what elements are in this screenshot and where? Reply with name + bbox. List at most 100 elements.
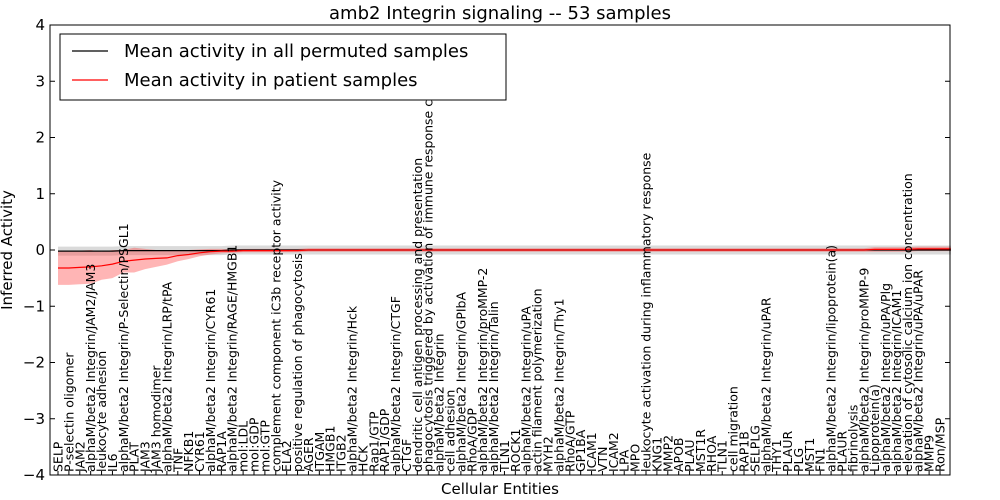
x-tick-label: TLN1 — [715, 440, 730, 473]
chart-title: amb2 Integrin signaling -- 53 samples — [329, 3, 671, 24]
x-tick-label: alphaM/beta2 Integrin/uPA/uPAR — [911, 270, 926, 472]
x-tick-label: MMP2 — [660, 435, 675, 472]
x-tick-label: ROCK1 — [508, 429, 523, 472]
x-tick-label: ITGB2 — [334, 434, 349, 472]
x-tick-label: phagocytosis triggered by activation of … — [421, 35, 436, 472]
x-tick-label: PLAU — [682, 440, 697, 473]
x-tick-label: AGER — [301, 437, 316, 472]
x-tick-label: leukocyte activation during inflammatory… — [639, 152, 654, 472]
legend-label-patient: Mean activity in patient samples — [124, 70, 418, 91]
x-tick-label: alphaM/beta2 Integrin/uPA — [519, 306, 534, 472]
x-tick-label: MPO — [628, 444, 643, 472]
x-tick-label: KNG1 — [649, 437, 664, 472]
x-tick-label: MST1 — [802, 438, 817, 472]
x-axis-label: Cellular Entities — [441, 480, 559, 498]
x-tick-label: HMGB1 — [323, 426, 338, 472]
x-tick-label: alphaM/beta2 Integrin/JAM2/JAM3 — [83, 264, 98, 472]
x-tick-label: mol:GDP — [247, 417, 262, 472]
x-tick-label: APOB — [671, 437, 686, 472]
x-tick-label: alphaM/beta2 Integrin/LRP/tPA — [159, 281, 174, 472]
x-tick-label: THY1 — [769, 439, 784, 473]
x-tick-label: FN1 — [813, 448, 828, 473]
x-tick-label: IL6 — [105, 453, 120, 472]
x-tick-label: RHOA — [704, 435, 719, 472]
x-tick-label: PLG — [791, 448, 806, 472]
x-tick-label: TLN1 — [497, 440, 512, 473]
x-tick-label: NFKB1 — [181, 431, 196, 472]
x-tick-label: LPA — [617, 449, 632, 472]
x-tick-label: Rap1/GTP — [366, 411, 381, 472]
x-tick-label: Lipoprotein(a) — [867, 384, 882, 472]
x-tick-label: alphaM/beta2 Integrin/Talin — [486, 301, 501, 472]
x-tick-label: JAM3 homodimer — [149, 365, 164, 473]
x-tick-label: MST1R — [693, 429, 708, 472]
x-tick-label: alphaM/beta2 Integrin/uPA/Plg — [878, 283, 893, 472]
x-tick-label: alphaM/beta2 Integrin/CTGF — [388, 296, 403, 472]
x-tick-label: CTGF — [399, 439, 414, 472]
x-tick-label: JAM2 — [72, 441, 87, 473]
x-tick-label: alphaM/beta2 Integrin/Hck — [345, 305, 360, 472]
y-tick-label: −2 — [23, 354, 45, 372]
lines-layer — [58, 248, 951, 269]
y-tick-label: 0 — [35, 241, 45, 259]
x-tick-label: HCK — [355, 445, 370, 472]
x-tick-label: dendritic cell antigen processing and pr… — [410, 158, 425, 472]
x-tick-label: RAP1B — [737, 431, 752, 472]
x-tick-label: TNF — [170, 448, 185, 473]
x-tick-label: fibrinolysis — [845, 405, 860, 472]
x-tick-label: alphaM/beta2 Integrin/proMMP-2 — [475, 268, 490, 472]
x-tick-label: alphaM/beta2 Integrin — [432, 334, 447, 472]
x-tick-label: RhoA/GTP — [562, 410, 577, 472]
x-tick-label: SELP — [51, 441, 66, 472]
x-tick-label: cell migration — [726, 386, 741, 472]
x-tick-label: actin filament polymerization — [530, 288, 545, 472]
y-tick-label: 2 — [35, 129, 45, 147]
x-tick-label: alphaM/beta2 Integrin/proMMP-9 — [856, 268, 871, 472]
y-axis-label: Inferred Activity — [0, 190, 16, 310]
y-tick-label: −4 — [23, 466, 45, 484]
x-tick-label: RAP1/GDP — [377, 408, 392, 472]
x-tick-label: leukocyte adhesion — [94, 351, 109, 472]
x-tick-label: cell adhesion — [443, 390, 458, 472]
x-tick-label: P-selectin oligomer — [61, 352, 76, 472]
x-tick-label: alphaM/beta2 Integrin/RAGE/HMGB1 — [225, 245, 240, 472]
legend-label-permuted: Mean activity in all permuted samples — [124, 41, 468, 62]
x-tick-label: PLAT — [127, 442, 142, 472]
x-tick-label: GP1BA — [573, 429, 588, 472]
x-tick-label: alphaM/beta2 Integrin/CYR61 — [203, 289, 218, 472]
x-tick-label: alphaM/beta2 Integrin/uPAR — [758, 297, 773, 472]
x-tick-label: MYH2 — [541, 436, 556, 472]
x-tick-label: mol:LDL — [236, 421, 251, 472]
y-tick-label: 3 — [35, 72, 45, 90]
x-tick-label: SELPLG — [747, 425, 762, 472]
x-tick-label: mol:GTP — [257, 420, 272, 472]
x-tick-label: JAM3 — [138, 441, 153, 473]
y-tick-label: −1 — [23, 297, 45, 315]
x-tick-label: Ron/MSP — [933, 417, 948, 472]
x-tick-label: ELA2 — [279, 440, 294, 472]
x-tick-label: ICAM1 — [584, 432, 599, 472]
x-tick-label: RAP1A — [214, 431, 229, 472]
line-patient — [58, 248, 951, 269]
y-tick-label: 1 — [35, 185, 45, 203]
x-tick-label: elevation of cytosolic calcium ion conce… — [900, 173, 915, 472]
legend-box — [59, 33, 507, 101]
x-tick-label: alphaM/beta2 Integrin/P-Selectin/PSGL1 — [116, 223, 131, 472]
x-tick-label: PLAUR — [835, 431, 850, 472]
x-tick-label: complement component iC3b receptor activ… — [268, 179, 283, 472]
legend: Mean activity in all permuted samples Me… — [59, 33, 507, 101]
x-tick-label: alphaM/beta2 Integrin/Thy1 — [551, 298, 566, 472]
y-tick-label: 4 — [35, 16, 45, 34]
x-tick-label: alphaM/beta2 Integrin/ICAM1 — [889, 290, 904, 472]
x-tick-label: ICAM2 — [606, 432, 621, 472]
x-tick-label: CYR61 — [192, 431, 207, 472]
bands-layer — [58, 245, 951, 285]
x-tick-label: VTN — [595, 446, 610, 472]
x-tick-label: RhoA/GDP — [464, 408, 479, 472]
x-tick-label: MMP9 — [922, 435, 937, 472]
x-tick-label: alphaM/beta2 Integrin/GPIbA — [453, 292, 468, 472]
y-tick-label: −3 — [23, 410, 45, 428]
y-axis: −4 −3 −2 −1 0 1 2 3 4 — [23, 16, 950, 484]
